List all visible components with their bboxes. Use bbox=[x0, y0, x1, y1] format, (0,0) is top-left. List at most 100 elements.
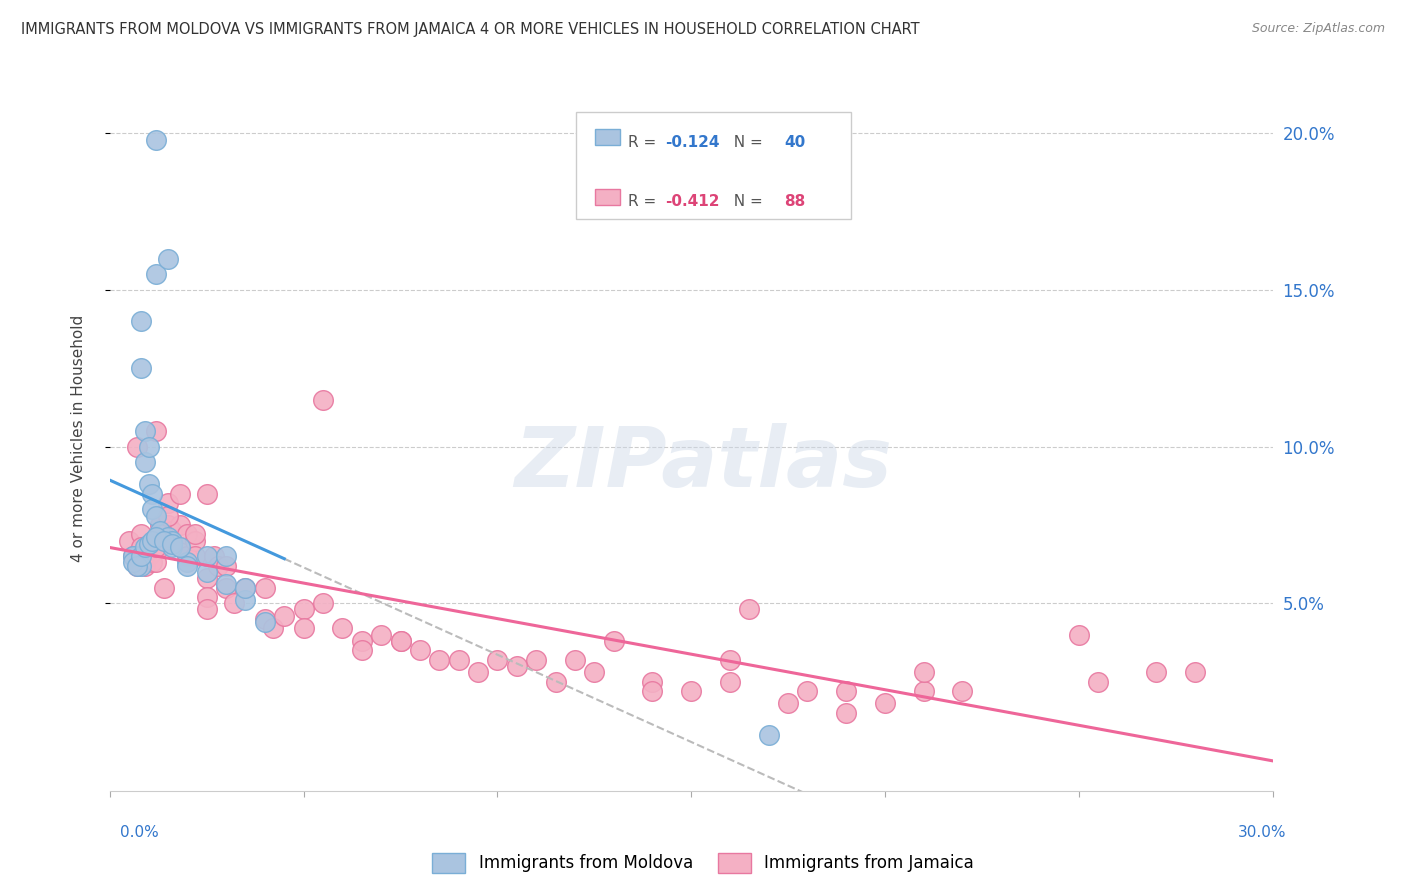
Point bbox=[215, 558, 238, 573]
Point bbox=[204, 549, 226, 564]
Point bbox=[149, 517, 172, 532]
Point bbox=[583, 665, 606, 680]
Point bbox=[544, 674, 567, 689]
Point bbox=[253, 615, 276, 629]
Point bbox=[681, 684, 703, 698]
Text: IMMIGRANTS FROM MOLDOVA VS IMMIGRANTS FROM JAMAICA 4 OR MORE VEHICLES IN HOUSEHO: IMMIGRANTS FROM MOLDOVA VS IMMIGRANTS FR… bbox=[21, 22, 920, 37]
Point bbox=[156, 531, 179, 545]
Point bbox=[1184, 665, 1206, 680]
Point bbox=[873, 697, 896, 711]
Point bbox=[125, 558, 148, 573]
Point bbox=[138, 537, 160, 551]
Point bbox=[156, 517, 179, 532]
Text: R =: R = bbox=[628, 135, 662, 150]
Point bbox=[145, 556, 167, 570]
Point bbox=[129, 558, 152, 573]
Text: N =: N = bbox=[724, 194, 768, 210]
Point bbox=[332, 621, 354, 635]
Point bbox=[129, 540, 152, 554]
Point bbox=[524, 652, 547, 666]
Point bbox=[195, 571, 218, 585]
Point bbox=[145, 540, 167, 554]
Point bbox=[129, 549, 152, 564]
Point bbox=[160, 524, 183, 538]
Point bbox=[195, 590, 218, 604]
Point bbox=[125, 558, 148, 573]
Point bbox=[235, 581, 257, 595]
Text: Source: ZipAtlas.com: Source: ZipAtlas.com bbox=[1251, 22, 1385, 36]
Point bbox=[312, 596, 335, 610]
Point bbox=[156, 508, 179, 523]
Point bbox=[778, 697, 800, 711]
Point bbox=[149, 524, 172, 538]
Point bbox=[215, 581, 238, 595]
Point bbox=[160, 533, 183, 548]
Point bbox=[122, 549, 145, 564]
Text: 88: 88 bbox=[785, 194, 806, 210]
Text: -0.124: -0.124 bbox=[665, 135, 720, 150]
Point bbox=[195, 549, 218, 564]
Point bbox=[138, 477, 160, 491]
Point bbox=[141, 546, 163, 560]
Point bbox=[215, 577, 238, 591]
Point bbox=[312, 392, 335, 407]
Point bbox=[195, 565, 218, 579]
Point bbox=[292, 602, 315, 616]
Text: 40: 40 bbox=[785, 135, 806, 150]
Point bbox=[195, 602, 218, 616]
Point bbox=[129, 314, 152, 328]
Point bbox=[138, 549, 160, 564]
Point bbox=[253, 612, 276, 626]
Point bbox=[134, 540, 156, 554]
Point bbox=[134, 455, 156, 469]
Point bbox=[641, 684, 664, 698]
Point bbox=[389, 633, 412, 648]
Point bbox=[207, 558, 229, 573]
Point bbox=[1067, 627, 1090, 641]
Point bbox=[796, 684, 818, 698]
Point bbox=[141, 533, 163, 548]
Point bbox=[160, 533, 183, 548]
Point bbox=[122, 549, 145, 564]
Point bbox=[215, 549, 238, 564]
Point bbox=[184, 533, 207, 548]
Point bbox=[912, 665, 935, 680]
Point bbox=[138, 440, 160, 454]
Point bbox=[195, 486, 218, 500]
Point bbox=[184, 527, 207, 541]
Point bbox=[125, 556, 148, 570]
Point bbox=[141, 556, 163, 570]
Point bbox=[169, 517, 191, 532]
Point bbox=[718, 652, 741, 666]
Text: N =: N = bbox=[724, 135, 768, 150]
Point bbox=[835, 706, 858, 720]
Point bbox=[141, 502, 163, 516]
Text: 30.0%: 30.0% bbox=[1239, 825, 1286, 840]
Legend: Immigrants from Moldova, Immigrants from Jamaica: Immigrants from Moldova, Immigrants from… bbox=[425, 847, 981, 880]
Point bbox=[145, 268, 167, 282]
Point bbox=[138, 540, 160, 554]
Point bbox=[169, 540, 191, 554]
Point bbox=[350, 643, 373, 657]
Text: 0.0%: 0.0% bbox=[120, 825, 159, 840]
Text: R =: R = bbox=[628, 194, 662, 210]
Point bbox=[835, 684, 858, 698]
Point bbox=[235, 581, 257, 595]
Point bbox=[141, 486, 163, 500]
Point bbox=[134, 558, 156, 573]
Point bbox=[160, 540, 183, 554]
Point bbox=[467, 665, 489, 680]
Point bbox=[149, 527, 172, 541]
Point bbox=[160, 537, 183, 551]
Point bbox=[235, 593, 257, 607]
Point bbox=[149, 540, 172, 554]
Point bbox=[176, 558, 198, 573]
Point bbox=[134, 549, 156, 564]
Point bbox=[184, 549, 207, 564]
Point bbox=[156, 252, 179, 266]
Point bbox=[718, 674, 741, 689]
Point bbox=[125, 440, 148, 454]
Point bbox=[169, 486, 191, 500]
Point bbox=[389, 633, 412, 648]
Point bbox=[409, 643, 432, 657]
